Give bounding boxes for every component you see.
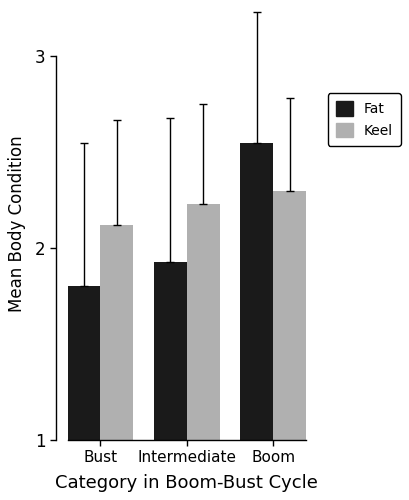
Legend: Fat, Keel: Fat, Keel xyxy=(327,93,400,146)
Bar xyxy=(100,225,133,440)
Bar xyxy=(240,142,272,440)
Bar xyxy=(187,204,219,440)
Y-axis label: Mean Body Condition: Mean Body Condition xyxy=(8,136,26,312)
Bar xyxy=(272,190,305,440)
Bar xyxy=(67,286,100,440)
Bar xyxy=(154,262,187,440)
X-axis label: Category in Boom-Bust Cycle: Category in Boom-Bust Cycle xyxy=(55,474,317,492)
